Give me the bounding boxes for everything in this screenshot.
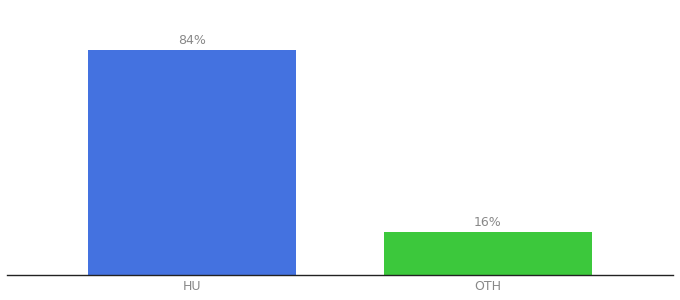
Text: 84%: 84% <box>178 34 206 46</box>
Text: 16%: 16% <box>474 216 502 229</box>
Bar <box>88 50 296 275</box>
Bar <box>384 232 592 275</box>
